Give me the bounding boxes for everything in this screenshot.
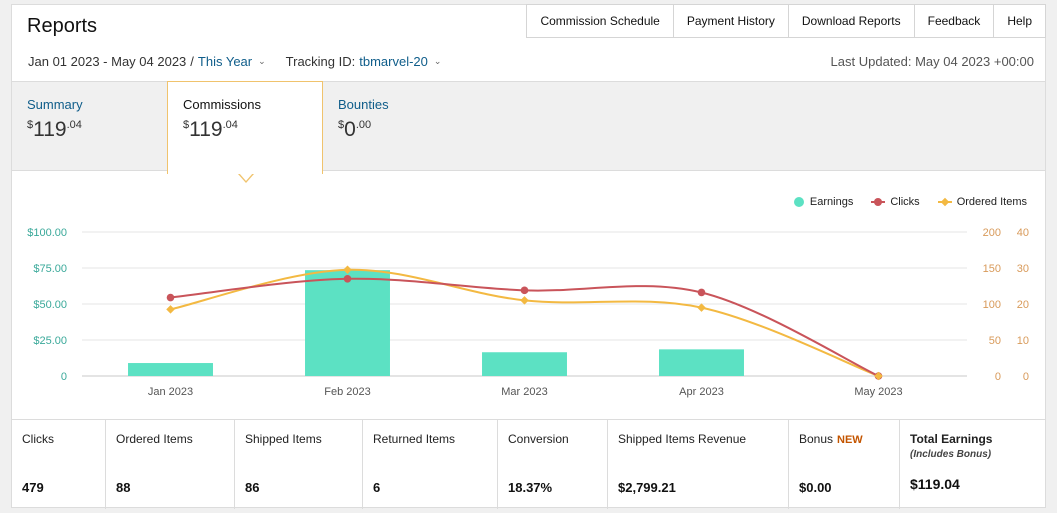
report-filters: Jan 01 2023 - May 04 2023 / This Year ⌄ … xyxy=(28,54,441,69)
date-range: Jan 01 2023 - May 04 2023 xyxy=(28,54,187,69)
ordered-items-point xyxy=(520,296,529,305)
earnings-bar xyxy=(305,270,390,376)
ordered-items-point xyxy=(343,265,352,275)
help-button[interactable]: Help xyxy=(994,4,1046,38)
y-right-items-tick-label: 40 xyxy=(1017,227,1029,239)
chart-legend: Earnings Clicks Ordered Items xyxy=(776,196,1027,208)
clicks-point xyxy=(520,286,529,295)
download-reports-button[interactable]: Download Reports xyxy=(788,4,915,38)
x-tick-label: Jan 2023 xyxy=(148,386,193,398)
earnings-legend-icon xyxy=(793,197,804,207)
bounties-amount: $0.00 xyxy=(338,118,372,141)
last-updated: Last Updated: May 04 2023 +00:00 xyxy=(830,54,1034,69)
commissions-chart: Earnings Clicks Ordered Items 0 0 0 $25.00 5… xyxy=(12,172,1045,419)
tab-summary[interactable]: Summary $119.04 xyxy=(12,82,167,172)
stat-shipped-revenue: Shipped Items Revenue $2,799.21 xyxy=(608,420,789,509)
legend-earnings[interactable]: Earnings xyxy=(793,196,853,208)
clicks-point xyxy=(166,293,175,302)
earnings-bar xyxy=(482,352,567,376)
report-tabs: Summary $119.04 Commissions $119.04 Boun… xyxy=(12,81,1045,183)
payment-history-button[interactable]: Payment History xyxy=(673,4,789,38)
stat-bonus: Bonus NEW $0.00 xyxy=(789,420,900,509)
stat-total-earnings: Total Earnings (Includes Bonus) $119.04 xyxy=(910,432,993,492)
ordered-items-point xyxy=(697,303,706,312)
period-dropdown[interactable]: This Year xyxy=(197,54,253,69)
tab-bounties-label[interactable]: Bounties xyxy=(338,97,389,112)
stat-ordered-items: Ordered Items 88 xyxy=(106,420,235,509)
new-badge: NEW xyxy=(837,434,863,446)
stats-row: Clicks 479 Ordered Items 88 Shipped Item… xyxy=(12,419,1045,509)
reports-panel: Reports Commission Schedule Payment Hist… xyxy=(11,4,1046,509)
y-left-tick-label: $25.00 xyxy=(33,335,67,347)
y-right-clicks-tick-label: 0 xyxy=(995,371,1001,383)
tab-commissions[interactable]: Commissions $119.04 xyxy=(167,81,323,183)
ordered-items-point xyxy=(874,371,883,381)
y-right-items-tick-label: 10 xyxy=(1017,335,1029,347)
tracking-id-dropdown[interactable]: tbmarvel-20 xyxy=(359,54,428,69)
y-left-tick-label: $75.00 xyxy=(33,263,67,275)
ordered-items-point xyxy=(166,305,175,314)
stat-shipped-items: Shipped Items 86 xyxy=(235,420,363,509)
chevron-down-icon[interactable]: ⌄ xyxy=(258,56,266,66)
commission-schedule-button[interactable]: Commission Schedule xyxy=(526,4,674,38)
x-tick-label: Feb 2023 xyxy=(324,386,370,398)
chevron-down-icon[interactable]: ⌄ xyxy=(433,56,442,66)
y-right-items-tick-label: 20 xyxy=(1017,299,1029,311)
x-tick-label: Mar 2023 xyxy=(501,386,547,398)
date-separator: / xyxy=(190,54,194,69)
x-tick-label: May 2023 xyxy=(854,386,902,398)
summary-amount: $119.04 xyxy=(27,118,82,141)
stat-conversion: Conversion 18.37% xyxy=(498,420,608,509)
feedback-button[interactable]: Feedback xyxy=(914,4,995,38)
y-right-clicks-tick-label: 50 xyxy=(989,335,1001,347)
y-right-items-tick-label: 0 xyxy=(1023,371,1029,383)
legend-ordered-items[interactable]: Ordered Items xyxy=(937,196,1027,208)
chart-canvas: 0 0 0 $25.00 50 10 $50.00 100 20 $75.00 150 30 $100.… xyxy=(27,227,1029,398)
clicks-point xyxy=(343,275,352,283)
tracking-label: Tracking ID: xyxy=(285,54,356,69)
earnings-bar xyxy=(659,349,744,376)
y-right-clicks-tick-label: 100 xyxy=(983,299,1001,311)
top-nav: Commission Schedule Payment History Down… xyxy=(526,4,1046,38)
y-left-tick-label: $100.00 xyxy=(27,227,67,239)
earnings-bar xyxy=(128,363,213,376)
clicks-legend-icon xyxy=(871,197,886,207)
tab-bounties[interactable]: Bounties $0.00 xyxy=(323,82,473,172)
y-left-tick-label: 0 xyxy=(61,371,67,383)
legend-clicks[interactable]: Clicks xyxy=(871,196,920,208)
tab-summary-label[interactable]: Summary xyxy=(27,97,83,112)
ordered-items-legend-icon xyxy=(937,197,952,207)
stat-clicks: Clicks 479 xyxy=(12,420,106,509)
y-right-clicks-tick-label: 200 xyxy=(983,227,1001,239)
active-tab-caret-icon xyxy=(238,173,254,183)
commissions-amount: $119.04 xyxy=(183,118,238,141)
page-title: Reports xyxy=(27,15,98,37)
x-tick-label: Apr 2023 xyxy=(679,386,724,398)
stat-returned-items: Returned Items 6 xyxy=(363,420,498,509)
y-right-items-tick-label: 30 xyxy=(1017,263,1029,275)
y-left-tick-label: $50.00 xyxy=(33,299,67,311)
tab-commissions-label[interactable]: Commissions xyxy=(183,97,262,112)
clicks-point xyxy=(697,288,706,297)
y-right-clicks-tick-label: 150 xyxy=(983,263,1001,275)
